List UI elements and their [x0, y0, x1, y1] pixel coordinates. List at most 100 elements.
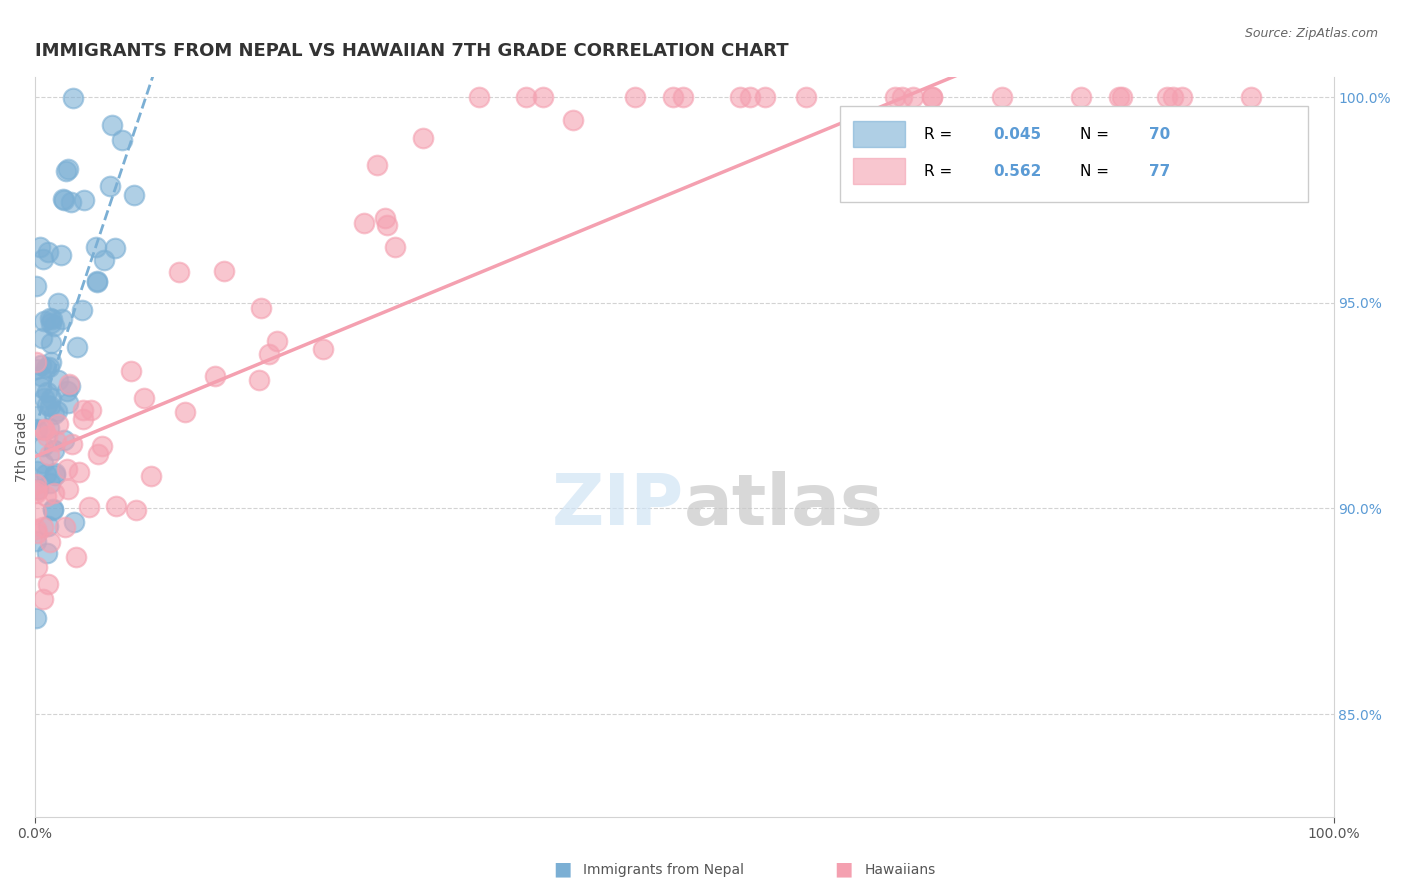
Point	[25, 422, 48, 436]
Point	[515, 90, 537, 104]
Text: N =: N =	[1080, 127, 1114, 142]
Point	[31, 331, 53, 345]
Point	[39, 316, 62, 330]
Point	[56, 462, 79, 476]
Text: ZIP: ZIP	[551, 472, 685, 541]
Point	[35, 489, 58, 503]
Point	[38, 534, 60, 549]
Point	[25, 533, 48, 548]
Point	[32, 456, 55, 470]
Point	[25, 409, 48, 423]
Point	[101, 118, 124, 132]
Point	[374, 211, 396, 225]
Point	[25, 483, 48, 497]
Point	[173, 405, 195, 419]
Point	[37, 518, 59, 533]
Point	[53, 194, 76, 208]
Point	[72, 412, 94, 426]
Point	[67, 465, 90, 479]
Point	[921, 90, 943, 104]
Point	[1111, 90, 1133, 104]
Point	[86, 276, 108, 290]
Point	[122, 188, 145, 202]
Bar	[853, 121, 905, 147]
Point	[65, 550, 87, 565]
Point	[48, 296, 70, 310]
Point	[28, 240, 51, 254]
Point	[41, 312, 63, 326]
Point	[51, 312, 73, 326]
Point	[35, 398, 58, 412]
Point	[72, 403, 94, 417]
Point	[562, 113, 585, 128]
Point	[794, 90, 817, 104]
Point	[901, 90, 924, 104]
Point	[412, 131, 434, 145]
Point	[25, 355, 48, 369]
Text: Hawaiians: Hawaiians	[865, 863, 936, 877]
Point	[890, 90, 912, 104]
Point	[56, 161, 79, 176]
Point	[90, 439, 112, 453]
Point	[1163, 90, 1185, 104]
Point	[39, 475, 62, 490]
Point	[111, 133, 134, 147]
Point	[59, 378, 82, 392]
Point	[353, 216, 375, 230]
Point	[39, 355, 62, 369]
Text: Immigrants from Nepal: Immigrants from Nepal	[583, 863, 745, 877]
Point	[38, 448, 60, 462]
Point	[25, 559, 48, 574]
Text: 0.045: 0.045	[993, 127, 1042, 142]
Point	[134, 391, 156, 405]
Point	[257, 347, 280, 361]
Point	[1156, 90, 1178, 104]
Point	[41, 501, 63, 516]
Point	[42, 443, 65, 458]
Point	[141, 468, 163, 483]
Point	[86, 274, 108, 288]
Point	[1240, 90, 1263, 104]
Point	[45, 404, 67, 418]
Text: atlas: atlas	[685, 472, 884, 541]
Point	[32, 423, 55, 437]
Point	[42, 318, 65, 333]
Text: N =: N =	[1080, 164, 1114, 179]
Point	[266, 334, 288, 349]
Text: R =: R =	[924, 127, 957, 142]
Point	[375, 218, 398, 232]
Text: 77: 77	[1149, 164, 1170, 179]
Bar	[853, 158, 905, 184]
Point	[59, 195, 82, 210]
Point	[35, 429, 58, 443]
Point	[25, 362, 48, 376]
Point	[93, 253, 115, 268]
Point	[214, 264, 236, 278]
Point	[41, 502, 63, 516]
Point	[38, 399, 60, 413]
Point	[52, 193, 75, 207]
Point	[120, 364, 142, 378]
Point	[70, 302, 93, 317]
Point	[662, 90, 685, 104]
Point	[531, 90, 554, 104]
Point	[740, 90, 762, 104]
Point	[45, 434, 67, 449]
Point	[55, 384, 77, 399]
Point	[77, 500, 100, 514]
Text: ■: ■	[834, 859, 853, 878]
Point	[204, 369, 226, 384]
Point	[37, 577, 59, 591]
Text: IMMIGRANTS FROM NEPAL VS HAWAIIAN 7TH GRADE CORRELATION CHART: IMMIGRANTS FROM NEPAL VS HAWAIIAN 7TH GR…	[35, 42, 789, 60]
Point	[44, 486, 66, 500]
Point	[312, 342, 335, 356]
Point	[124, 503, 146, 517]
Text: 0.562: 0.562	[993, 164, 1042, 179]
Point	[37, 245, 59, 260]
Point	[32, 591, 55, 606]
Point	[366, 158, 388, 172]
Point	[41, 391, 63, 405]
Point	[250, 301, 273, 315]
Point	[1070, 90, 1092, 104]
Point	[31, 439, 53, 453]
